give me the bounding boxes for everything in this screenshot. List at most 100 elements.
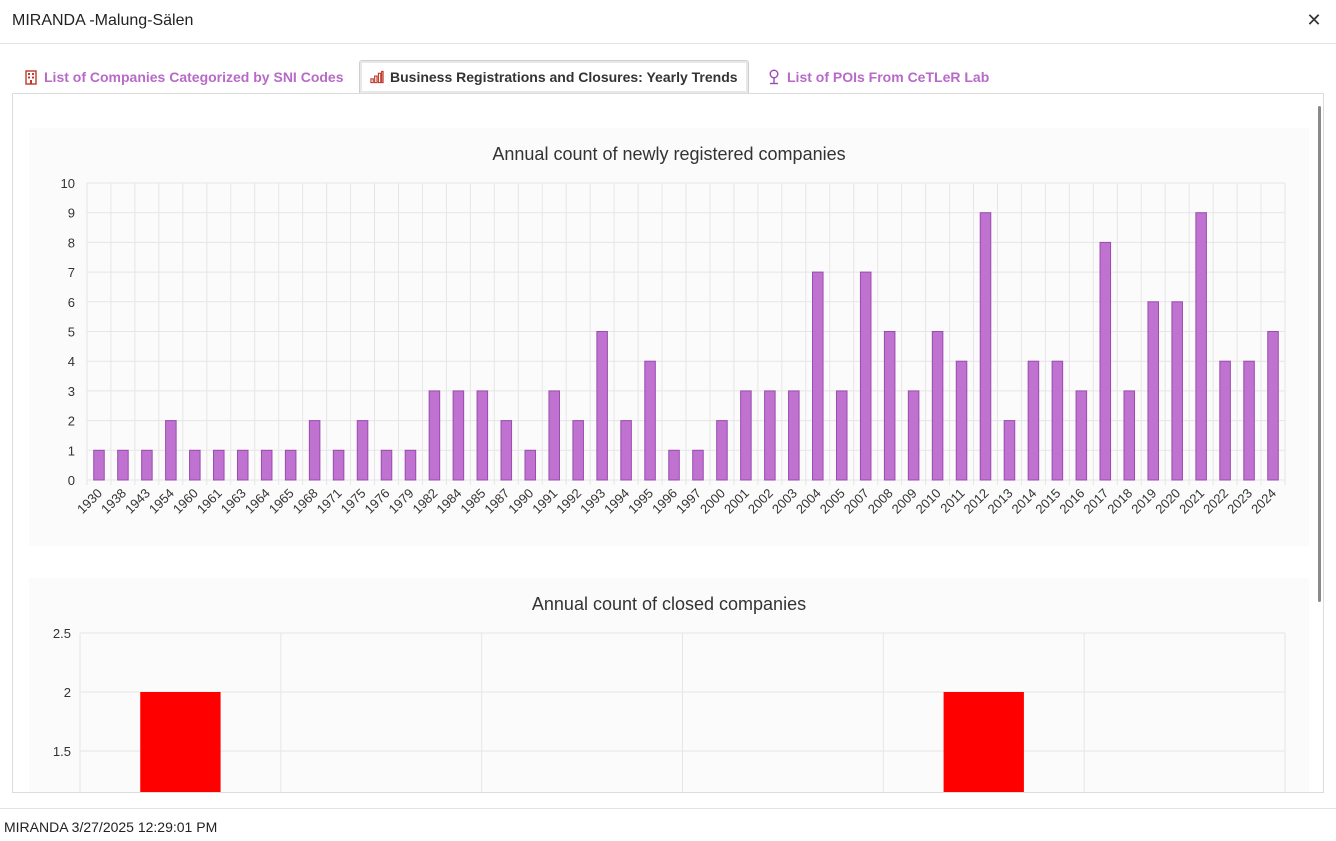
y-tick-label: 0: [68, 473, 75, 488]
tab-yearly-trends[interactable]: Business Registrations and Closures: Yea…: [359, 60, 749, 94]
x-tick-label: 2022: [1200, 486, 1231, 517]
bar: [979, 212, 992, 481]
bar: [308, 420, 321, 481]
x-tick-label: 2003: [769, 486, 800, 517]
close-icon[interactable]: ✕: [1306, 10, 1322, 30]
y-tick-label: 5: [68, 325, 75, 340]
x-tick-label: 1979: [386, 486, 417, 517]
x-tick-label: 1990: [505, 486, 536, 517]
bar: [165, 420, 177, 481]
bar: [644, 360, 656, 481]
x-tick-label: 1964: [242, 486, 273, 517]
bar: [93, 449, 105, 481]
x-tick-label: 1954: [146, 486, 177, 517]
bar: [213, 449, 225, 481]
tab-content-panel: Annual count of newly registered compani…: [12, 93, 1324, 793]
x-tick-label: 2015: [1032, 486, 1063, 517]
tab-pois-cetler[interactable]: List of POIs From CeTLeR Lab: [757, 60, 999, 94]
status-footer: MIRANDA 3/27/2025 12:29:01 PM: [0, 808, 1336, 841]
chart-title: Annual count of closed companies: [531, 594, 807, 614]
y-tick-label: 9: [68, 206, 75, 221]
x-tick-label: 1943: [122, 486, 153, 517]
x-tick-label: 1971: [314, 486, 345, 517]
x-tick-label: 1960: [170, 486, 201, 517]
x-tick-label: 2005: [817, 486, 848, 517]
x-tick-label: 1984: [433, 486, 464, 517]
x-tick-label: 2001: [721, 486, 752, 517]
closed-bar: [140, 692, 221, 792]
x-tick-label: 1997: [673, 486, 704, 517]
chart-title: Annual count of newly registered compani…: [492, 144, 846, 164]
x-tick-label: 1996: [649, 486, 680, 517]
x-tick-label: 2024: [1248, 486, 1279, 517]
x-tick-label: 1975: [338, 486, 369, 517]
closed-bar: [943, 692, 1024, 792]
bar-chart-icon: [370, 69, 384, 85]
x-tick-label: 2023: [1224, 486, 1255, 517]
bar: [476, 390, 489, 481]
registered-companies-chart: Annual count of newly registered compani…: [29, 128, 1309, 546]
window-titlebar: MIRANDA -Malung-Sälen ✕: [0, 0, 1336, 44]
bar: [500, 420, 513, 481]
bar: [524, 449, 537, 481]
bar: [668, 449, 680, 481]
map-pin-icon: [767, 69, 781, 85]
bar: [1027, 360, 1040, 481]
bar: [1195, 212, 1207, 481]
bar: [1051, 360, 1064, 481]
x-tick-label: 1994: [601, 486, 632, 517]
bar: [189, 449, 201, 481]
y-tick-label: 3: [68, 384, 75, 399]
bar: [835, 390, 848, 481]
y-tick-label: 6: [68, 295, 75, 310]
x-tick-label: 1961: [194, 486, 225, 517]
bar: [332, 449, 345, 481]
tab-companies-sni[interactable]: List of Companies Categorized by SNI Cod…: [14, 60, 354, 94]
tab-label: List of Companies Categorized by SNI Cod…: [44, 69, 344, 85]
x-tick-label: 1938: [98, 486, 129, 517]
x-tick-label: 2011: [937, 486, 967, 516]
x-tick-label: 1930: [74, 486, 105, 517]
status-text: MIRANDA 3/27/2025 12:29:01 PM: [4, 819, 218, 835]
bar: [1243, 360, 1255, 481]
bar: [452, 390, 465, 481]
bar: [356, 420, 369, 481]
bar: [1171, 301, 1183, 481]
y-tick-label: 2.5: [53, 626, 71, 641]
bar: [955, 360, 968, 481]
tab-label: Business Registrations and Closures: Yea…: [390, 69, 738, 85]
x-tick-label: 1995: [625, 486, 656, 517]
bar: [428, 390, 441, 481]
y-tick-label: 4: [68, 354, 75, 369]
bar: [236, 449, 249, 481]
x-tick-label: 1992: [553, 486, 584, 517]
bar: [620, 420, 632, 481]
bar: [548, 390, 560, 481]
bar: [1075, 390, 1088, 481]
building-icon: [24, 69, 38, 85]
bar: [1123, 390, 1136, 481]
bar: [260, 449, 273, 481]
window-title: MIRANDA -Malung-Sälen: [12, 12, 194, 29]
bar: [141, 449, 153, 481]
bar: [572, 420, 584, 481]
bar: [404, 449, 417, 481]
y-tick-label: 2: [68, 414, 75, 429]
x-tick-label: 1991: [529, 486, 560, 517]
closed-companies-chart: Annual count of closed companies 2.5 2 1.5: [29, 578, 1309, 792]
x-tick-label: 2019: [1128, 486, 1159, 517]
bar: [740, 390, 752, 481]
bar: [1147, 301, 1159, 481]
vertical-scrollbar[interactable]: [1318, 106, 1321, 602]
bar: [1219, 360, 1231, 481]
tab-bar: List of Companies Categorized by SNI Cod…: [12, 60, 1324, 94]
x-tick-label: 1993: [577, 486, 608, 517]
y-tick-label: 2: [64, 685, 71, 700]
bar: [1099, 241, 1112, 481]
x-tick-label: 2017: [1080, 486, 1111, 517]
bar: [1267, 331, 1279, 481]
bar: [716, 420, 728, 481]
bar: [883, 331, 896, 481]
x-tick-label: 2002: [745, 486, 776, 517]
bar: [117, 449, 129, 481]
